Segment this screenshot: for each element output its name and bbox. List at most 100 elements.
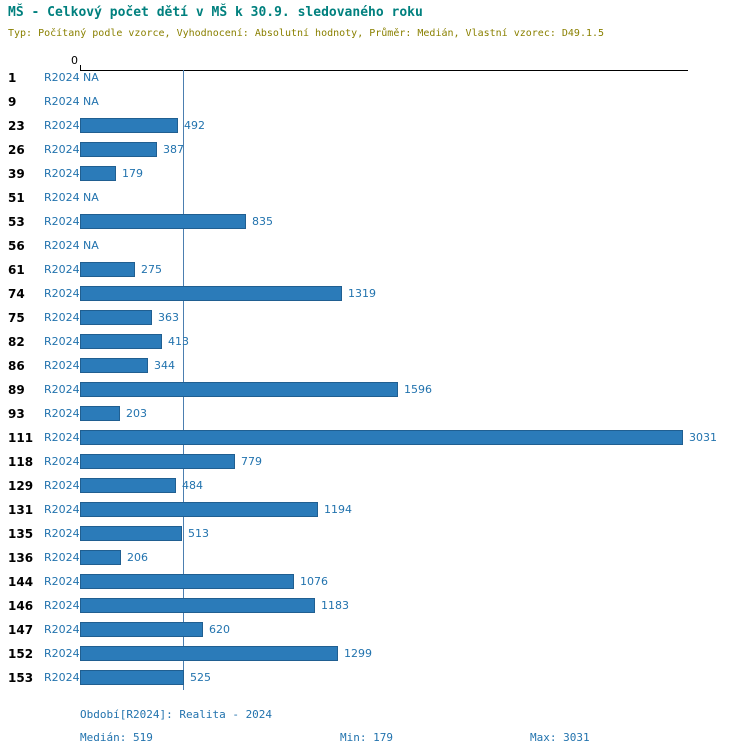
row-series-label: R2024 <box>44 119 80 132</box>
chart-row: 26 R2024 387 <box>0 138 750 162</box>
bar-value-label: 206 <box>127 551 148 564</box>
row-series-label: R2024 <box>44 95 80 108</box>
row-category-label: 146 <box>8 599 34 613</box>
row-category-label: 135 <box>8 527 34 541</box>
row-series-label: R2024 <box>44 647 80 660</box>
bar <box>80 262 135 277</box>
bar <box>80 646 338 661</box>
bar-value-label: 1319 <box>348 287 376 300</box>
row-category-label: 129 <box>8 479 34 493</box>
bar <box>80 406 120 421</box>
row-series-label: R2024 <box>44 167 80 180</box>
chart-row: 9 R2024 NA <box>0 90 750 114</box>
row-series-label: R2024 <box>44 143 80 156</box>
chart-row: 39 R2024 179 <box>0 162 750 186</box>
row-category-label: 53 <box>8 215 25 229</box>
chart-row: 146 R2024 1183 <box>0 594 750 618</box>
bar <box>80 118 178 133</box>
bar-value-label: 835 <box>252 215 273 228</box>
chart-title: MŠ - Celkový počet dětí v MŠ k 30.9. sle… <box>8 5 423 20</box>
axis-zero-tick <box>80 65 81 70</box>
row-series-label: R2024 <box>44 335 80 348</box>
row-category-label: 93 <box>8 407 25 421</box>
chart-row: 147 R2024 620 <box>0 618 750 642</box>
row-category-label: 74 <box>8 287 25 301</box>
row-series-label: R2024 <box>44 455 80 468</box>
bar-value-label: 1596 <box>404 383 432 396</box>
row-series-label: R2024 <box>44 311 80 324</box>
row-na-label: NA <box>83 239 99 252</box>
row-category-label: 89 <box>8 383 25 397</box>
chart-row: 61 R2024 275 <box>0 258 750 282</box>
bar <box>80 310 152 325</box>
row-na-label: NA <box>83 71 99 84</box>
row-category-label: 51 <box>8 191 25 205</box>
bar-chart: 0 1 R2024 NA 9 R2024 NA 23 R2024 492 26 R2024 387 39… <box>0 54 750 690</box>
bar <box>80 214 246 229</box>
footer-period: Období[R2024]: Realita - 2024 <box>80 708 273 721</box>
chart-row: 74 R2024 1319 <box>0 282 750 306</box>
bar-value-label: 779 <box>241 455 262 468</box>
top-axis-line <box>80 70 688 71</box>
chart-row: 89 R2024 1596 <box>0 378 750 402</box>
row-category-label: 61 <box>8 263 25 277</box>
chart-row: 111 R2024 3031 <box>0 426 750 450</box>
bar <box>80 598 315 613</box>
row-na-label: NA <box>83 95 99 108</box>
bar <box>80 430 683 445</box>
bar-value-label: 275 <box>141 263 162 276</box>
chart-row: 153 R2024 525 <box>0 666 750 690</box>
row-na-label: NA <box>83 191 99 204</box>
bar-value-label: 363 <box>158 311 179 324</box>
chart-row: 53 R2024 835 <box>0 210 750 234</box>
row-series-label: R2024 <box>44 191 80 204</box>
row-category-label: 75 <box>8 311 25 325</box>
chart-row: 23 R2024 492 <box>0 114 750 138</box>
row-category-label: 23 <box>8 119 25 133</box>
row-category-label: 26 <box>8 143 25 157</box>
row-category-label: 56 <box>8 239 25 253</box>
bar-value-label: 484 <box>182 479 203 492</box>
row-series-label: R2024 <box>44 527 80 540</box>
chart-row: 86 R2024 344 <box>0 354 750 378</box>
footer-median: Medián: 519 <box>80 731 153 744</box>
bar <box>80 478 176 493</box>
chart-row: 75 R2024 363 <box>0 306 750 330</box>
row-series-label: R2024 <box>44 671 80 684</box>
bar-value-label: 620 <box>209 623 230 636</box>
bar-value-label: 203 <box>126 407 147 420</box>
row-category-label: 136 <box>8 551 34 565</box>
chart-row: 56 R2024 NA <box>0 234 750 258</box>
row-category-label: 118 <box>8 455 34 469</box>
row-category-label: 1 <box>8 71 17 85</box>
median-line <box>183 70 184 690</box>
axis-zero-label: 0 <box>71 54 78 67</box>
bar-value-label: 344 <box>154 359 175 372</box>
bar <box>80 286 342 301</box>
row-category-label: 39 <box>8 167 25 181</box>
row-series-label: R2024 <box>44 215 80 228</box>
row-category-label: 9 <box>8 95 17 109</box>
row-series-label: R2024 <box>44 623 80 636</box>
chart-row: 51 R2024 NA <box>0 186 750 210</box>
chart-row: 144 R2024 1076 <box>0 570 750 594</box>
bar <box>80 670 184 685</box>
row-series-label: R2024 <box>44 287 80 300</box>
row-series-label: R2024 <box>44 479 80 492</box>
chart-row: 1 R2024 NA <box>0 66 750 90</box>
chart-row: 129 R2024 484 <box>0 474 750 498</box>
footer-max: Max: 3031 <box>530 731 590 744</box>
bar-value-label: 492 <box>184 119 205 132</box>
row-category-label: 111 <box>8 431 34 445</box>
chart-row: 131 R2024 1194 <box>0 498 750 522</box>
bar-value-label: 413 <box>168 335 189 348</box>
bar <box>80 358 148 373</box>
row-series-label: R2024 <box>44 239 80 252</box>
chart-row: 82 R2024 413 <box>0 330 750 354</box>
bar-value-label: 1183 <box>321 599 349 612</box>
row-series-label: R2024 <box>44 71 80 84</box>
row-series-label: R2024 <box>44 503 80 516</box>
row-category-label: 82 <box>8 335 25 349</box>
bar <box>80 142 157 157</box>
